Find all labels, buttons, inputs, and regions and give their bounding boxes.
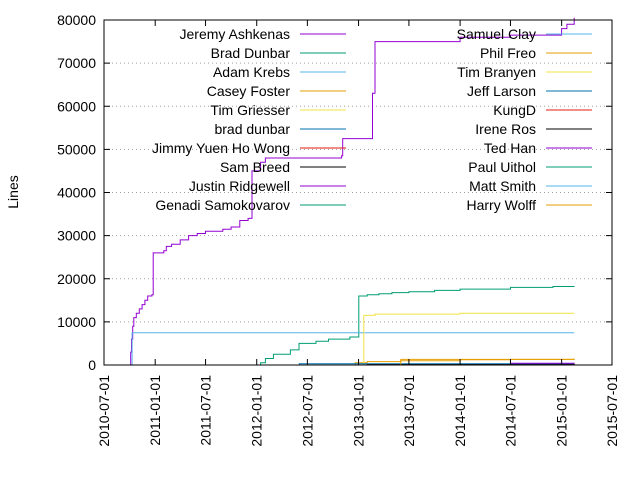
legend-label: Tim Branyen [457,64,536,80]
legend-label: Phil Freo [480,45,536,61]
legend-label: Justin Ridgewell [189,178,290,194]
legend-label: KungD [493,102,536,118]
y-tick-label: 50000 [57,141,96,157]
y-tick-label: 0 [88,357,96,373]
legend-label: Jimmy Yuen Ho Wong [152,140,290,156]
x-tick-label: 2013-07-01 [401,375,417,447]
series-line-1 [129,286,575,366]
x-tick-label: 2012-07-01 [299,375,315,447]
series-line-0 [129,17,575,366]
legend-label: Irene Ros [475,121,536,137]
y-tick-label: 80000 [57,12,96,28]
x-tick-label: 2011-01-01 [147,375,163,446]
x-tick-label: 2014-07-01 [502,375,518,447]
y-tick-label: 70000 [57,55,96,71]
x-axis: 2010-07-01 2011-01-01 2011-07-01 2012-01-01… [96,20,620,447]
legend-label: Ted Han [484,140,536,156]
y-tick-label: 40000 [57,185,96,201]
y-tick-label: 60000 [57,98,96,114]
legend-label: Harry Wolff [467,197,537,213]
y-axis: 0 10000 20000 30000 40000 50000 60000 70000 8000… [57,12,612,373]
legend-label: Paul Uithol [468,159,536,175]
legend-label: Brad Dunbar [211,45,291,61]
legend-label: Casey Foster [207,83,291,99]
series-line-4 [129,312,575,366]
x-tick-label: 2015-01-01 [554,375,570,447]
x-tick-label: 2011-07-01 [198,375,214,446]
legend-label: brad dunbar [214,121,290,137]
x-tick-label: 2013-01-01 [351,375,367,447]
legend-label: Adam Krebs [213,64,290,80]
y-tick-label: 20000 [57,271,96,287]
x-tick-label: 2010-07-01 [96,375,112,447]
legend-label: Sam Breed [220,159,290,175]
legend-label: Matt Smith [469,178,536,194]
legend-label: Tim Griesser [210,102,290,118]
x-tick-label: 2015-07-01 [604,375,620,447]
y-tick-label: 10000 [57,314,96,330]
legend-label: Jeremy Ashkenas [180,26,291,42]
legend-label: Jeff Larson [467,83,536,99]
x-tick-label: 2014-01-01 [452,375,468,447]
y-axis-label: Lines [5,175,21,208]
legend-label: Genadi Samokovarov [155,197,290,213]
legend: Jeremy Ashkenas Brad Dunbar Adam Krebs Case… [152,26,592,213]
y-tick-label: 30000 [57,228,96,244]
legend-label: Samuel Clay [457,26,536,42]
x-tick-label: 2012-01-01 [249,375,265,447]
